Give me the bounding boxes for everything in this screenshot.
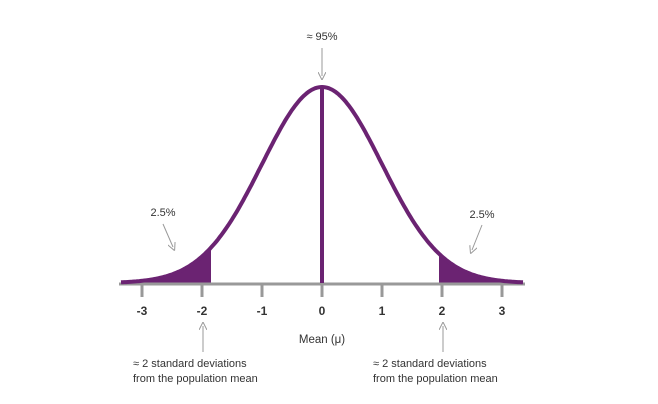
left-tail-arrow bbox=[162, 223, 173, 247]
left-tail-area bbox=[121, 247, 211, 283]
x-ticks: -3 -2 -1 0 1 2 3 bbox=[137, 284, 506, 318]
right-note-line-1: ≈ 2 standard deviations bbox=[373, 358, 487, 370]
x-tick-label: 1 bbox=[379, 304, 386, 318]
left-note-line-1: ≈ 2 standard deviations bbox=[133, 358, 247, 370]
x-tick-label: 3 bbox=[499, 304, 506, 318]
x-tick-label: -1 bbox=[257, 304, 268, 318]
left-note-line-2: from the population mean bbox=[133, 373, 258, 385]
x-tick-label: -3 bbox=[137, 304, 148, 318]
right-tail-arrow bbox=[472, 224, 483, 250]
right-tail-label: 2.5% bbox=[469, 209, 494, 221]
left-tail-label: 2.5% bbox=[150, 207, 175, 219]
x-tick-label: 2 bbox=[439, 304, 446, 318]
right-note-line-2: from the population mean bbox=[373, 373, 498, 385]
x-axis-label: Mean (μ) bbox=[299, 334, 345, 346]
center-percent-label: ≈ 95% bbox=[306, 31, 337, 43]
x-tick-label: 0 bbox=[319, 304, 326, 318]
right-tail-area bbox=[439, 253, 523, 283]
x-tick-label: -2 bbox=[197, 304, 208, 318]
